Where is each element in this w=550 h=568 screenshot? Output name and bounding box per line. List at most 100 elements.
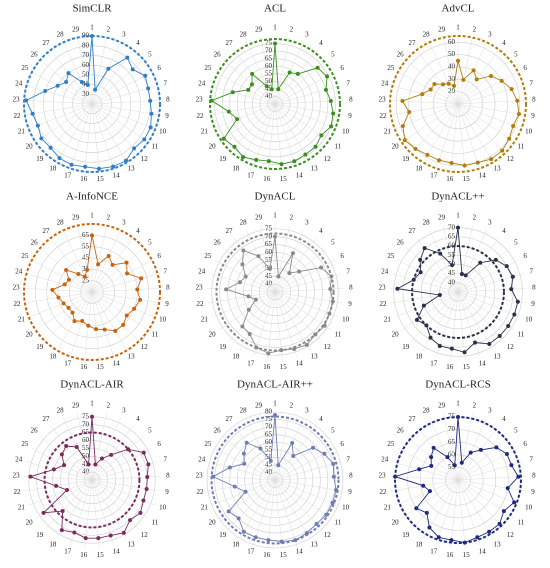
spoke (443, 413, 459, 481)
spoke (35, 103, 93, 143)
category-label: 27 (226, 227, 234, 235)
data-point (499, 78, 504, 83)
data-point (449, 160, 454, 165)
r-tick-label: 50 (265, 77, 273, 85)
spoke (422, 103, 459, 163)
category-label: 1 (90, 212, 94, 220)
category-label: 19 (36, 531, 44, 539)
data-point (241, 451, 246, 456)
spoke (31, 259, 93, 293)
spoke (274, 291, 332, 331)
spoke (28, 479, 93, 506)
radar-chart: SimCLR3040506070809012345678910111213141… (13, 3, 171, 184)
category-label: 4 (319, 227, 323, 235)
data-point (254, 345, 259, 350)
category-label: 17 (64, 360, 72, 368)
data-point (328, 98, 333, 103)
data-point (331, 461, 336, 466)
data-point (266, 159, 271, 164)
category-label: 19 (219, 155, 227, 163)
chart-title: DynACL-AIR++ (237, 379, 313, 391)
category-label: 22 (14, 300, 22, 308)
data-point (293, 538, 298, 543)
spoke (416, 425, 459, 481)
category-label: 28 (423, 219, 431, 227)
data-point (66, 71, 71, 76)
category-label: 2 (107, 213, 111, 221)
category-label: 13 (128, 541, 136, 549)
spoke (411, 291, 459, 342)
category-label: 3 (122, 219, 126, 227)
data-point (509, 287, 514, 292)
category-label: 3 (305, 31, 309, 39)
data-point (304, 342, 309, 347)
r-tick-label: 50 (82, 452, 90, 460)
data-point (30, 111, 35, 116)
category-label: 29 (72, 25, 80, 33)
data-point (400, 123, 405, 128)
category-label: 5 (331, 50, 335, 58)
data-point (109, 452, 114, 457)
data-point (146, 462, 151, 467)
category-label: 24 (198, 267, 206, 275)
category-label: 27 (226, 39, 234, 47)
category-label: 6 (157, 252, 161, 260)
spoke (457, 103, 494, 163)
category-label: 16 (80, 363, 88, 371)
spoke (274, 479, 332, 519)
category-label: 29 (255, 401, 263, 409)
data-point (226, 109, 231, 114)
spoke (274, 103, 311, 163)
category-label: 21 (384, 316, 392, 324)
data-point (211, 474, 216, 479)
spoke (24, 479, 93, 492)
category-label: 18 (232, 165, 240, 173)
category-label: 19 (219, 531, 227, 539)
data-point (247, 332, 252, 337)
data-point (510, 274, 515, 279)
category-label: 3 (488, 219, 492, 227)
data-point (431, 445, 436, 450)
spoke (390, 476, 459, 481)
category-label: 29 (438, 25, 446, 33)
category-label: 6 (340, 440, 344, 448)
data-point (121, 530, 126, 535)
data-point (96, 262, 101, 267)
data-point (125, 55, 130, 60)
data-point (445, 455, 450, 460)
category-label: 15 (463, 175, 471, 183)
category-label: 11 (335, 518, 342, 526)
category-label: 28 (57, 219, 65, 227)
spoke (274, 71, 336, 105)
chart-title: SimCLR (72, 3, 112, 15)
category-label: 13 (311, 165, 319, 173)
spoke (228, 479, 276, 530)
spoke (91, 103, 114, 169)
data-point (258, 446, 263, 451)
data-point (54, 483, 59, 488)
data-point (145, 475, 150, 480)
data-point (60, 508, 65, 513)
data-point (28, 474, 33, 479)
r-tick-label: 45 (82, 460, 90, 468)
category-label: 9 (348, 112, 352, 120)
spoke (70, 291, 93, 357)
data-point (128, 518, 133, 523)
data-point (83, 536, 88, 541)
spoke (91, 103, 160, 116)
data-point (331, 111, 336, 116)
category-label: 20 (209, 330, 217, 338)
spoke (91, 288, 160, 293)
category-label: 10 (159, 316, 167, 324)
spoke (392, 461, 459, 481)
spoke (246, 42, 276, 105)
data-point (254, 157, 259, 162)
data-point (226, 509, 231, 514)
data-point (246, 87, 251, 92)
category-label: 24 (381, 455, 389, 463)
data-point (475, 160, 480, 165)
category-label: 6 (523, 440, 527, 448)
category-label: 10 (342, 316, 350, 324)
data-point (138, 297, 143, 302)
